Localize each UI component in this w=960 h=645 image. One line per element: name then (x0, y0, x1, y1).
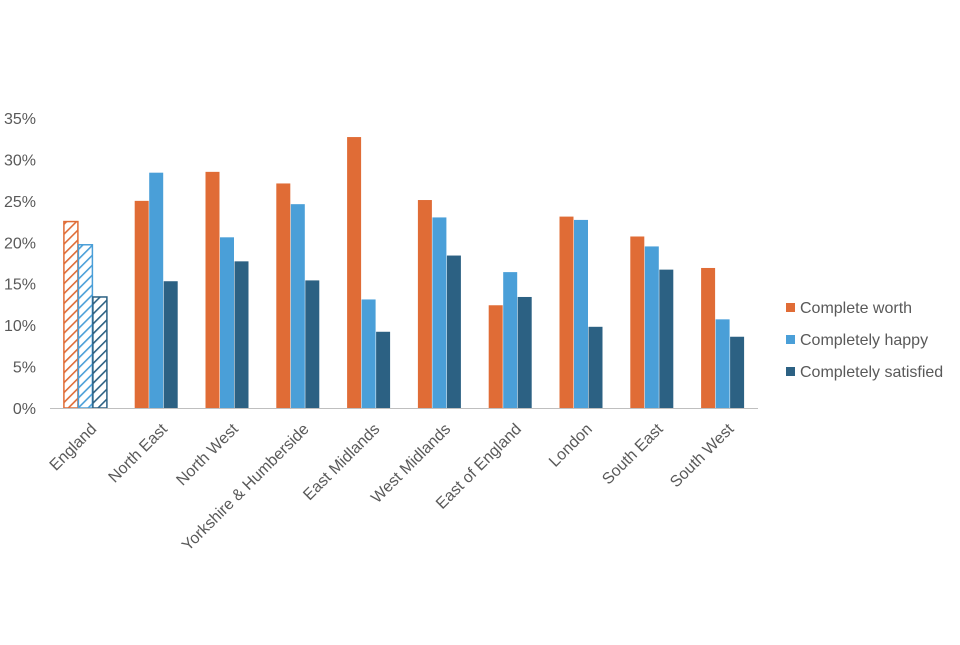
bar-completely-happy (220, 237, 234, 408)
legend-swatch (786, 335, 795, 344)
bar-complete-worth (488, 305, 503, 408)
y-axis: 0% 5% 10% 15% 20% 25% 30% 35% (4, 111, 36, 418)
x-tick-label: England (47, 421, 101, 475)
bar-complete-worth (347, 137, 362, 409)
legend-swatch (786, 303, 795, 312)
y-tick-label: 25% (4, 194, 36, 211)
bar-completely-satisfied (234, 261, 249, 408)
bar-completely-satisfied (305, 280, 320, 408)
legend-label: Completely satisfied (800, 364, 943, 381)
bar-completely-satisfied (92, 296, 108, 409)
y-tick-label: 10% (4, 318, 36, 335)
x-tick-label: London (546, 421, 596, 471)
bar-completely-happy (361, 299, 376, 408)
legend-swatch (786, 367, 795, 376)
x-tick-label: North East (106, 420, 172, 486)
bar-completely-happy (77, 244, 94, 409)
bar-completely-happy (149, 172, 164, 408)
bar-complete-worth (630, 236, 645, 408)
bars-group (63, 137, 745, 409)
bar-completely-happy (290, 204, 305, 408)
bar-completely-happy (432, 217, 447, 408)
x-tick-label: South West (667, 420, 738, 491)
bar-completely-satisfied (730, 336, 745, 408)
bar-complete-worth (559, 216, 574, 408)
bar-completely-happy (715, 319, 730, 408)
bar-completely-satisfied (376, 331, 391, 408)
x-tick-label: North West (173, 420, 242, 489)
bar-complete-worth (205, 171, 220, 408)
legend-label: Completely happy (800, 332, 928, 349)
legend: Complete worth Completely happy Completely… (786, 300, 943, 381)
bar-completely-satisfied (446, 255, 461, 408)
bar-complete-worth (701, 267, 716, 408)
y-tick-label: 30% (4, 152, 36, 169)
y-tick-label: 0% (13, 401, 36, 418)
y-tick-label: 15% (4, 277, 36, 294)
bar-completely-happy (503, 272, 518, 408)
bar-complete-worth (417, 200, 432, 408)
x-tick-label: South East (599, 420, 667, 488)
bar-complete-worth (63, 220, 79, 409)
bar-completely-satisfied (588, 326, 603, 408)
bar-completely-satisfied (659, 269, 674, 408)
bar-completely-happy (574, 219, 588, 408)
y-tick-label: 20% (4, 235, 36, 252)
x-tick-label: Yorkshire & Humberside (179, 421, 313, 555)
bar-completely-satisfied (163, 281, 178, 408)
bar-complete-worth (276, 183, 291, 408)
bar-completely-satisfied (517, 296, 532, 408)
legend-label: Complete worth (800, 300, 912, 317)
bar-complete-worth (134, 200, 149, 408)
bar-completely-happy (644, 246, 659, 408)
y-tick-label: 5% (13, 360, 36, 377)
y-tick-label: 35% (4, 111, 36, 128)
